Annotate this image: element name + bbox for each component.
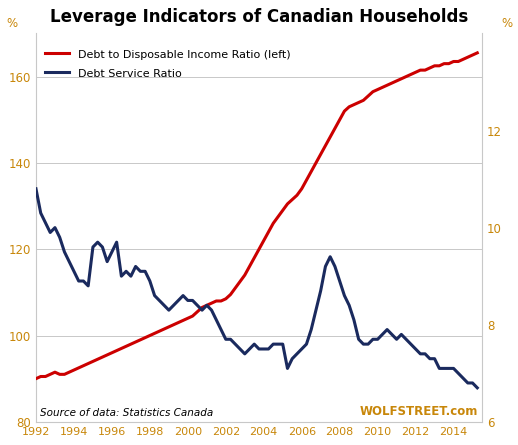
Text: %: % bbox=[501, 16, 512, 29]
Text: %: % bbox=[6, 16, 17, 29]
Legend: Debt to Disposable Income Ratio (left), Debt Service Ratio: Debt to Disposable Income Ratio (left), … bbox=[40, 43, 295, 85]
Text: WOLFSTREET.com: WOLFSTREET.com bbox=[359, 405, 478, 418]
Text: Source of data: Statistics Canada: Source of data: Statistics Canada bbox=[40, 408, 214, 418]
Title: Leverage Indicators of Canadian Households: Leverage Indicators of Canadian Househol… bbox=[50, 8, 468, 26]
